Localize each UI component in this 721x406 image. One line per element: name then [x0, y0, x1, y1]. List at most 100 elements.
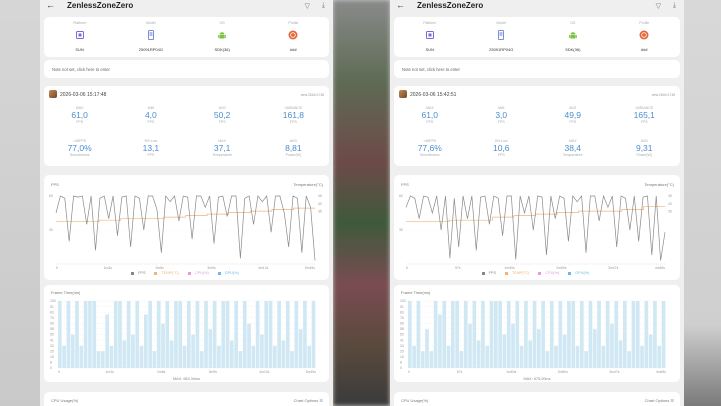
stat-label: VARIANCE — [284, 106, 303, 110]
back-arrow-icon[interactable]: ← — [396, 0, 405, 10]
x-tick-label: 0 — [406, 266, 408, 270]
note-text[interactable]: Note not set, click here to enter — [402, 67, 460, 72]
frame-time-bar — [463, 301, 468, 368]
stat-value: 50,2 — [213, 110, 231, 120]
legend-item[interactable]: TEMP(°C) — [154, 271, 181, 275]
frame-time-bar — [294, 301, 299, 368]
y-tick-label: 41 — [50, 338, 54, 342]
stat-label: VARIANCE — [635, 106, 654, 110]
download-icon[interactable]: ⤓ — [321, 2, 325, 9]
frame-time-bar — [230, 340, 234, 368]
phone-icon — [146, 30, 156, 40]
legend-label: GPU(%) — [224, 271, 239, 275]
note-card[interactable]: Note not set, click here to enter — [44, 60, 329, 78]
device-info-os: OS SDK(36) — [187, 17, 258, 57]
y-tick-label: 30 — [49, 228, 53, 232]
y-tick-label: 58 — [400, 327, 404, 331]
download-icon[interactable]: ⤓ — [672, 2, 676, 9]
frame-time-bar — [446, 345, 451, 368]
frame-time-bar — [135, 301, 140, 368]
filter-icon[interactable]: ▽ — [655, 3, 661, 10]
legend-item[interactable]: GPU(%) — [217, 271, 242, 275]
session-date: 2026-03-06 15:42:51 — [410, 92, 457, 98]
x-tick-label: 57s — [457, 370, 463, 374]
legend-item[interactable]: GPU(%) — [568, 271, 592, 275]
x-tick-label: 1m50s — [506, 370, 516, 374]
device-info-profile: Profile ### — [609, 17, 681, 57]
legend-label: FPS — [138, 271, 146, 275]
summary-card: 2026-03-06 15:42:51 view:2616×1748 MAX 6… — [394, 86, 680, 166]
stat-label: MAX — [218, 139, 226, 143]
fps-chart-card: FPS Temperature(°C) 60 30 45 40 35 0 1m3s 2m6s 3… — [44, 175, 329, 280]
frame-time-bar — [640, 345, 644, 368]
info-label: Model — [496, 21, 507, 25]
frame-time-bar — [251, 345, 256, 368]
frame-time-bar — [494, 301, 498, 368]
legend-item[interactable]: CPU(%) — [538, 271, 562, 275]
frame-time-bar — [161, 323, 165, 368]
report-panel-left: ← ZenlessZoneZero ▽ ⤓ Platform SUN Model … — [40, 0, 333, 406]
x-tick-label: 1m3s — [105, 370, 114, 374]
note-card[interactable]: Note not set, click here to enter — [394, 60, 680, 78]
stat-unit: FPS — [426, 120, 434, 124]
y-tick-label: 100 — [50, 299, 56, 303]
note-text[interactable]: Note not set, click here to enter — [52, 67, 110, 72]
frame-time-bar — [281, 340, 286, 368]
frame-time-bar — [83, 301, 88, 368]
frame-time-bar — [92, 301, 97, 368]
frame-time-bar — [199, 351, 204, 368]
frame-time-bar — [455, 301, 459, 368]
stat-unit: FPS — [640, 120, 648, 124]
chart-options-button[interactable]: Chart Options ☰ — [645, 398, 674, 403]
stat-label: MAX — [568, 139, 577, 143]
stat-label: AVG — [569, 106, 577, 110]
x-tick-label: 4m12s — [259, 370, 269, 374]
y-tick-label: 16 — [50, 355, 54, 359]
frame-time-bar — [156, 301, 161, 368]
legend-item[interactable]: TEMP(°C) — [504, 271, 532, 275]
chart-options-button[interactable]: Chart Options ☰ — [294, 398, 323, 403]
frame-time-bar — [182, 345, 187, 368]
stat-unit: Temperature — [212, 153, 232, 157]
frame-time-bar — [208, 329, 213, 368]
app-avatar — [399, 90, 407, 98]
legend-item[interactable]: FPS — [131, 271, 148, 275]
y-tick-label: 100 — [400, 299, 406, 303]
filter-icon[interactable]: ▽ — [304, 3, 310, 10]
frame-time-bar — [635, 301, 640, 368]
frame-time-bar — [580, 301, 584, 368]
info-label: Model — [146, 21, 156, 25]
session-date: 2026-03-06 15:17:48 — [60, 92, 107, 98]
legend-swatch — [504, 271, 508, 275]
frame-time-bar — [79, 345, 84, 368]
device-info-card: Platform SUN Model 25091RP04G OS SDK(36) Pr… — [394, 17, 680, 57]
legend-item[interactable]: FPS — [481, 271, 499, 275]
frame-time-bar — [481, 301, 485, 368]
frame-time-bar — [524, 301, 528, 368]
stat-unit: FPS — [497, 153, 505, 157]
x-tick-label: 4m45s — [655, 266, 665, 270]
right-y-tick-label: 35 — [318, 209, 322, 213]
x-tick-label: 57s — [455, 266, 461, 270]
stat-label: >45FPS — [423, 139, 437, 143]
frame-time-bar — [255, 301, 260, 368]
right-y-tick-label: 40 — [318, 202, 322, 206]
frame-time-bar — [131, 334, 135, 368]
frame-time-bar — [511, 323, 515, 368]
frame-time-bar — [575, 345, 580, 368]
frame-time-bar — [420, 351, 425, 368]
y-tick-label: 16 — [400, 355, 404, 359]
frame-time-bar — [545, 351, 550, 368]
back-arrow-icon[interactable]: ← — [46, 0, 55, 10]
legend-swatch — [538, 271, 542, 275]
x-tick-label: 0 — [58, 370, 60, 374]
info-label: Profile — [639, 21, 650, 25]
device-info-platform: Platform SUN — [394, 17, 466, 57]
app-header: ← ZenlessZoneZero ▽ ⤓ — [390, 0, 684, 13]
frame-time-bar — [648, 334, 653, 368]
legend-item[interactable]: CPU(%) — [187, 271, 212, 275]
stat-label: AVG — [289, 139, 297, 143]
device-info-profile: Profile ### — [258, 17, 329, 57]
frame-time-bar — [66, 301, 71, 368]
frame-time-bar — [152, 351, 157, 368]
